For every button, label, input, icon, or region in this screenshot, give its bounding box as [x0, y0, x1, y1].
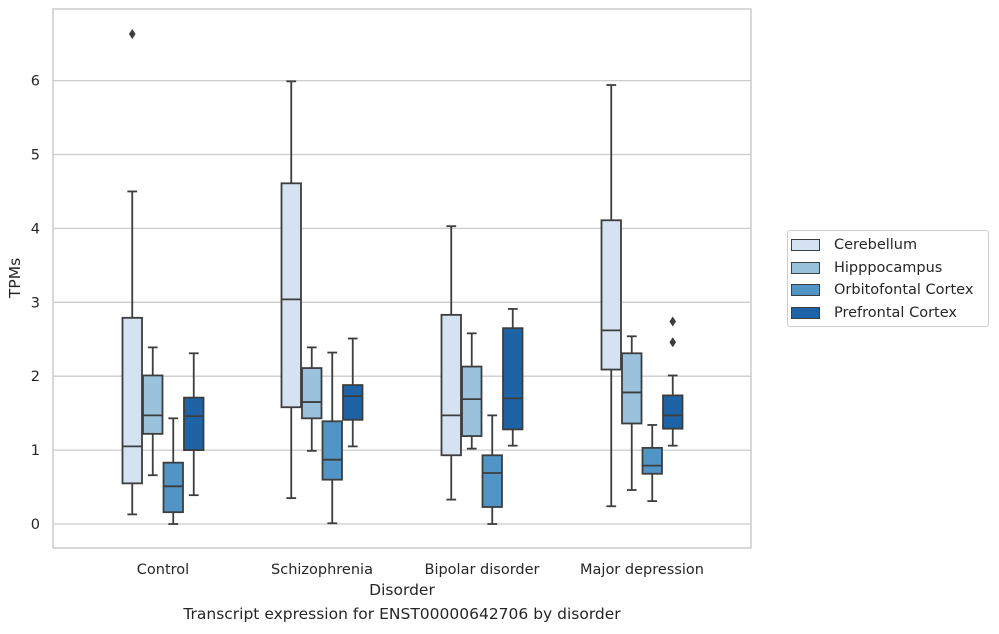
legend-swatch-hippocampus: [791, 262, 820, 274]
series-2: [162, 351, 663, 525]
y-tick-label-0: 0: [31, 517, 40, 533]
box-1-1: [301, 346, 323, 452]
legend-label-orbitofrontal: Orbitofontal Cortex: [834, 282, 974, 298]
box-2-0: [162, 417, 184, 525]
outlier-point-1: [669, 316, 677, 327]
legend-swatch-cerebellum: [791, 239, 820, 251]
box-iqr: [280, 182, 302, 409]
series-3: [183, 308, 684, 497]
outlier-point-0: [128, 29, 136, 40]
box-3-1: [342, 337, 364, 448]
box-2-3: [641, 424, 663, 502]
box-iqr: [342, 384, 364, 421]
box-iqr: [502, 327, 524, 431]
gridlines: [53, 79, 751, 525]
x-tick-labels: Control Schizophrenia Bipolar disorder Majo…: [137, 562, 704, 578]
legend-label-cerebellum: Cerebellum: [834, 237, 918, 253]
y-tick-label-3: 3: [31, 295, 40, 311]
x-axis-label: Disorder: [369, 581, 435, 599]
box-3-0: [183, 352, 205, 497]
legend-label-prefrontal: Prefrontal Cortex: [834, 305, 957, 321]
legend-item-hippocampus: Hipppocampus: [791, 258, 942, 278]
box-2-1: [321, 351, 343, 525]
box-iqr: [321, 420, 343, 481]
legend-label-hippocampus: Hipppocampus: [834, 260, 943, 276]
legend-item-prefrontal: Prefrontal Cortex: [791, 303, 957, 323]
x-tick-label-1: Schizophrenia: [271, 562, 373, 578]
box-iqr: [641, 446, 663, 475]
y-tick-label-1: 1: [31, 443, 40, 459]
box-iqr: [142, 374, 164, 435]
legend-swatch-orbitofrontal: [791, 284, 820, 296]
box-3-2: [502, 308, 524, 447]
legend-item-cerebellum: Cerebellum: [791, 235, 917, 255]
box-1-2: [461, 332, 483, 450]
y-tick-label-6: 6: [31, 74, 40, 90]
y-tick-label-2: 2: [31, 369, 40, 385]
legend-swatch-prefrontal: [791, 307, 820, 319]
x-tick-label-2: Bipolar disorder: [425, 562, 540, 578]
y-tick-label-4: 4: [31, 221, 40, 237]
legend: Cerebellum Hipppocampus Orbitofontal Cor…: [787, 230, 989, 327]
plot-area-frame: [52, 8, 752, 549]
box-iqr: [301, 367, 323, 420]
box-iqr: [121, 316, 143, 485]
box-series: [121, 29, 684, 525]
box-iqr: [183, 396, 205, 452]
box-iqr: [662, 394, 684, 430]
y-axis-label: TPMs: [6, 258, 24, 299]
box-iqr: [162, 461, 184, 514]
box-0-1: [280, 80, 302, 500]
outlier-point-0: [669, 337, 677, 348]
x-tick-label-0: Control: [137, 562, 189, 578]
box-iqr: [481, 454, 503, 508]
box-0-0: [121, 29, 143, 516]
box-1-0: [142, 346, 164, 477]
chart-caption: Transcript expression for ENST0000064270…: [183, 605, 621, 623]
box-2-2: [481, 414, 503, 525]
box-3-3: [662, 316, 684, 447]
box-0-3: [600, 84, 622, 508]
series-0: [121, 29, 622, 516]
y-tick-label-5: 5: [31, 148, 40, 164]
box-iqr: [621, 352, 643, 425]
box-iqr: [600, 219, 622, 371]
legend-item-orbitofrontal: Orbitofontal Cortex: [791, 280, 973, 300]
box-iqr: [440, 313, 462, 457]
series-1: [142, 332, 643, 491]
x-tick-label-3: Major depression: [580, 562, 704, 578]
box-0-2: [440, 225, 462, 501]
y-tick-labels: 0 1 2 3 4 5 6: [31, 74, 40, 533]
box-1-3: [621, 335, 643, 491]
box-iqr: [461, 365, 483, 437]
